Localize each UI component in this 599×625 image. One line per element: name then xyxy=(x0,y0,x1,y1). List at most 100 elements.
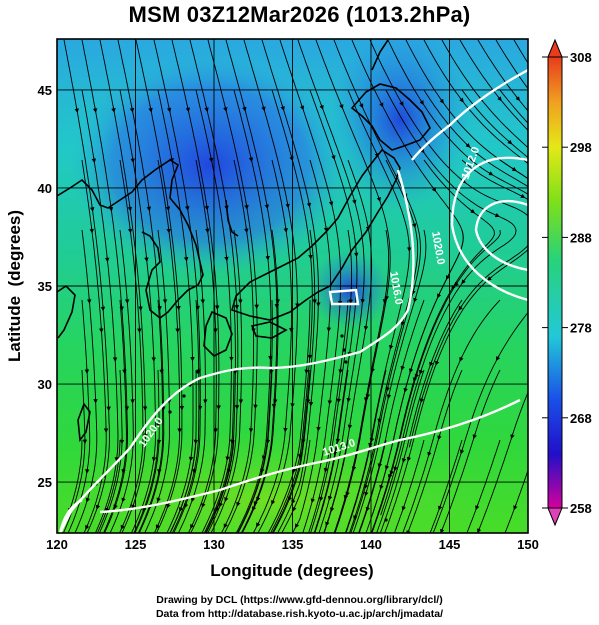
streamline xyxy=(187,159,217,533)
streamline-arrow xyxy=(438,504,443,511)
streamline-arrow xyxy=(365,224,371,232)
streamline xyxy=(144,229,170,533)
streamline xyxy=(393,439,425,533)
streamline-arrow xyxy=(301,437,306,444)
streamline-arrow xyxy=(248,155,254,163)
streamline xyxy=(279,39,342,533)
streamline-arrow xyxy=(413,296,418,303)
streamline-arrow xyxy=(95,503,101,510)
streamline-arrow xyxy=(431,186,437,192)
streamline xyxy=(461,89,528,159)
streamline-arrow xyxy=(510,433,515,440)
streamline-arrow xyxy=(399,100,404,107)
streamline-arrow xyxy=(297,452,303,459)
streamline-arrow xyxy=(131,503,136,510)
streamline-arrow xyxy=(183,502,189,509)
streamline-arrow xyxy=(338,367,343,374)
streamline-arrow xyxy=(310,497,316,504)
streamline-arrow xyxy=(165,204,171,212)
streamline-arrow xyxy=(389,469,394,476)
streamline-arrow xyxy=(127,205,133,212)
streamline-arrow xyxy=(318,495,324,502)
streamline xyxy=(348,159,419,533)
streamline xyxy=(81,89,119,533)
streamline xyxy=(281,439,311,533)
streamline xyxy=(99,39,147,533)
streamline-arrow xyxy=(204,105,209,113)
isobar-low-outer xyxy=(450,156,528,302)
streamline xyxy=(429,439,463,533)
streamline-arrow xyxy=(85,524,90,530)
streamline-arrow xyxy=(363,483,369,490)
y-tick-label: 40 xyxy=(38,181,52,196)
streamline-arrow xyxy=(329,506,335,513)
streamline-arrow xyxy=(469,208,476,214)
streamline-arrow xyxy=(208,156,214,163)
streamline-arrow xyxy=(113,503,118,510)
streamline-arrow xyxy=(121,496,126,503)
streamline-arrow xyxy=(121,467,126,474)
streamline xyxy=(513,39,528,64)
streamline-arrow xyxy=(496,355,501,362)
streamline-arrow xyxy=(513,504,518,511)
streamline xyxy=(379,299,463,533)
isobar-corner xyxy=(58,498,83,533)
streamline xyxy=(314,369,349,533)
streamline-arrow xyxy=(342,538,343,542)
map-title: MSM 03Z12Mar2026 (1013.2hPa) xyxy=(128,2,471,27)
colorbar-label: 298 xyxy=(570,140,592,155)
streamline xyxy=(333,39,421,533)
streamline-arrow xyxy=(215,505,220,512)
streamline-arrow xyxy=(352,198,357,205)
colorbar-max-arrow xyxy=(547,38,563,58)
streamline-arrow xyxy=(379,101,384,108)
streamline-arrow xyxy=(403,386,408,393)
x-tick-label: 145 xyxy=(439,537,461,552)
streamline-arrow xyxy=(439,98,444,104)
streamline-arrow xyxy=(291,498,296,505)
streamline-arrow xyxy=(332,449,338,456)
streamline-arrow xyxy=(497,96,502,102)
korea-peninsula-coast xyxy=(141,231,189,320)
streamline xyxy=(267,300,311,533)
streamline xyxy=(207,39,258,533)
streamline-arrow xyxy=(244,226,249,234)
streamline-arrow xyxy=(85,467,90,474)
streamline-arrow xyxy=(406,455,412,462)
streamline-arrow xyxy=(369,436,375,443)
streamline-arrow xyxy=(351,464,357,472)
streamline xyxy=(252,159,292,533)
streamline-arrow xyxy=(97,534,99,538)
streamline-arrow xyxy=(166,502,171,509)
streamline xyxy=(358,299,425,533)
streamline-arrow xyxy=(261,454,267,461)
streamline-arrow xyxy=(411,221,417,229)
isobars xyxy=(58,68,528,533)
streamline xyxy=(220,159,255,533)
streamline-arrow xyxy=(292,505,297,512)
streamline-arrow xyxy=(435,359,440,366)
x-tick-label: 150 xyxy=(517,537,539,552)
streamline-arrow xyxy=(331,153,336,161)
streamline-arrow xyxy=(226,467,232,474)
map-area: 1012.0 1020.0 1016.0 1020.0 1013.0 xyxy=(57,39,528,542)
streamline-arrow xyxy=(224,203,229,211)
streamline-arrow xyxy=(157,467,162,474)
streamline-arrow xyxy=(343,493,348,500)
streamline xyxy=(205,439,235,533)
streamline xyxy=(387,39,528,195)
streamline-arrow xyxy=(401,456,407,463)
streamline-arrow xyxy=(178,506,184,513)
streamline-arrow xyxy=(382,297,388,304)
streamline-arrow xyxy=(223,105,228,112)
streamline-arrow xyxy=(242,105,247,112)
streamline-arrow xyxy=(185,204,190,211)
streamline-arrow xyxy=(271,498,276,505)
streamline xyxy=(81,39,128,533)
streamline xyxy=(103,299,127,533)
x-tick-label: 140 xyxy=(360,537,382,552)
streamline-arrow xyxy=(507,139,513,145)
streamline-arrow xyxy=(419,396,425,404)
streamline xyxy=(118,159,144,533)
